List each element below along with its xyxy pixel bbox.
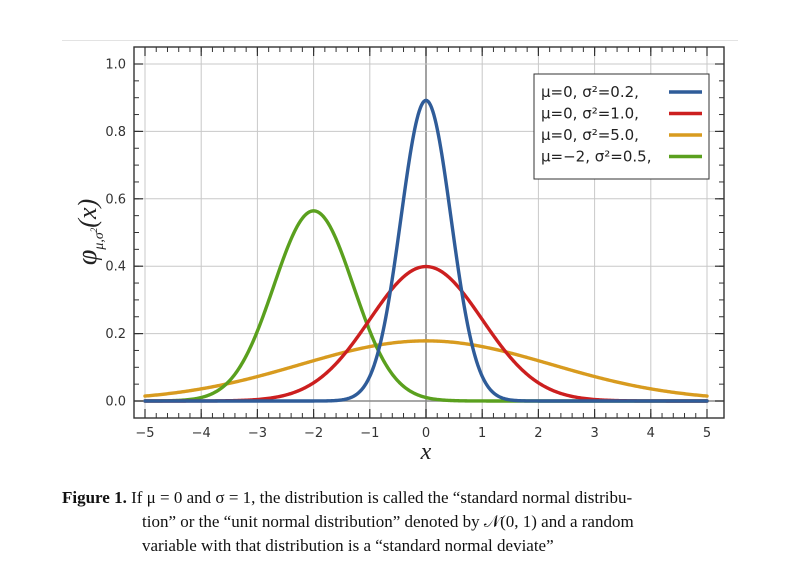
x-tick-label: −2 bbox=[304, 426, 323, 441]
chart: −5 −4 −3 −2 −1 0 1 2 3 4 5 0.00.20.40.60.81.0 x φμ… bbox=[72, 46, 725, 465]
top-rule bbox=[62, 40, 738, 41]
x-axis-label: x bbox=[420, 439, 432, 465]
x-tick-label: 5 bbox=[703, 426, 711, 441]
x-tick-label: −3 bbox=[248, 426, 267, 441]
legend-label: μ=0, σ²=5.0, bbox=[541, 126, 639, 144]
caption-line-3: variable with that distribution is a “st… bbox=[142, 536, 554, 555]
x-tick-label: 2 bbox=[534, 426, 542, 441]
x-tick-label: 3 bbox=[590, 426, 598, 441]
x-tick-label: 1 bbox=[478, 426, 486, 441]
legend-label: μ=0, σ²=1.0, bbox=[541, 105, 639, 123]
series-line bbox=[143, 98, 709, 403]
y-label-sub-sq: 2 bbox=[89, 227, 99, 232]
curves bbox=[143, 98, 709, 403]
x-tick-label: −1 bbox=[360, 426, 379, 441]
y-label-sub-sigma: σ bbox=[92, 231, 107, 239]
y-tick-label: 0.8 bbox=[105, 125, 126, 140]
y-tick-label: 0.4 bbox=[105, 260, 126, 275]
y-label-arg: (x) bbox=[73, 199, 102, 228]
y-tick-label: 0.2 bbox=[105, 327, 126, 342]
x-tick-label: −5 bbox=[135, 426, 154, 441]
caption-label: Figure 1. bbox=[62, 488, 127, 507]
x-tick-labels: −5 −4 −3 −2 −1 0 1 2 3 4 5 bbox=[135, 426, 711, 441]
legend-label: μ=0, σ²=0.2, bbox=[541, 83, 639, 101]
series-line bbox=[143, 339, 709, 398]
caption-line-1: If μ = 0 and σ = 1, the distribution is … bbox=[131, 488, 633, 507]
figure-caption: Figure 1. If μ = 0 and σ = 1, the distri… bbox=[62, 486, 742, 558]
legend-label: μ=−2, σ²=0.5, bbox=[541, 148, 651, 166]
y-label-phi: φ bbox=[72, 250, 103, 266]
svg-text:φμ,σ2(x): φμ,σ2(x) bbox=[72, 199, 107, 265]
minor-ticks bbox=[134, 47, 724, 418]
y-label-sub-comma: , bbox=[92, 239, 107, 243]
y-tick-labels: 0.0 0.2 0.4 0.6 0.8 1.0 bbox=[105, 58, 126, 410]
y-tick-label: 0.0 bbox=[105, 395, 126, 410]
x-tick-label: 4 bbox=[647, 426, 655, 441]
legend: μ=0, σ²=0.2, μ=0, σ²=1.0, μ=0, σ²=5.0, μ=−2… bbox=[533, 73, 710, 180]
y-tick-label: 1.0 bbox=[105, 58, 126, 73]
plot-frame bbox=[133, 46, 725, 419]
y-axis-label: φμ,σ2(x) bbox=[72, 199, 107, 265]
y-tick-label: 0.6 bbox=[105, 192, 126, 207]
y-label-sub-mu: μ bbox=[92, 243, 107, 251]
x-tick-label: 0 bbox=[422, 426, 430, 441]
caption-line-2: tion” or the “unit normal distribution” … bbox=[142, 512, 634, 531]
x-tick-label: −4 bbox=[192, 426, 211, 441]
